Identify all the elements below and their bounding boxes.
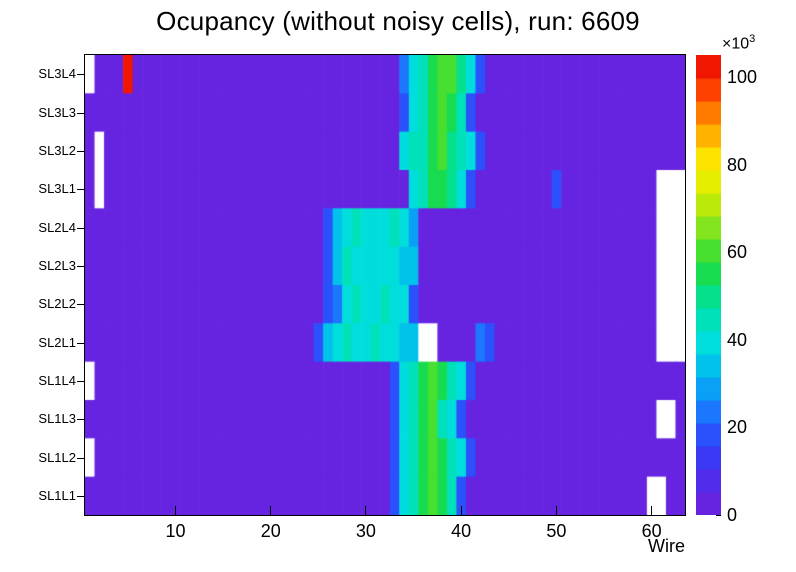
- y-axis-label: SL2L1: [38, 334, 76, 350]
- y-axis-label: SL1L4: [38, 372, 76, 388]
- y-axis-label: SL3L2: [38, 142, 76, 158]
- x-tick: [651, 506, 653, 515]
- y-tick: [77, 419, 85, 421]
- colorbar-tick: [716, 514, 721, 516]
- colorbar-tick-label: 40: [727, 329, 748, 350]
- y-tick: [77, 495, 85, 497]
- y-tick: [77, 342, 85, 344]
- colorbar-tick-label: 0: [727, 505, 738, 525]
- y-tick: [77, 74, 85, 76]
- x-tick-label: 60: [641, 521, 662, 541]
- y-axis-label: SL3L4: [38, 66, 76, 82]
- x-tick-label: 10: [165, 521, 186, 541]
- y-axis-label: SL1L2: [38, 449, 76, 465]
- x-tick: [270, 506, 272, 515]
- y-tick: [77, 380, 85, 382]
- y-axis-label: SL1L1: [38, 487, 76, 503]
- y-tick: [77, 112, 85, 114]
- y-tick: [77, 189, 85, 191]
- y-axis-label: SL3L1: [38, 181, 76, 197]
- colorbar-tick-label: 20: [727, 417, 748, 438]
- x-tick-label: 40: [451, 521, 472, 541]
- x-tick: [365, 506, 367, 515]
- colorbar-tick-label: 80: [727, 154, 748, 175]
- x-tick-label: 50: [546, 521, 567, 541]
- y-axis-label: SL1L3: [38, 411, 76, 427]
- x-tick: [555, 506, 557, 515]
- y-axis-label: SL2L4: [38, 219, 76, 235]
- colorbar-tick-label: 60: [727, 242, 748, 263]
- y-axis-label: SL3L3: [38, 104, 76, 120]
- colorbar-scale-label: ×103: [722, 33, 755, 53]
- plot-frame: [84, 54, 686, 516]
- scale-exponent: 3: [749, 33, 756, 45]
- colorbar-tick-label: 100: [727, 66, 758, 87]
- y-tick: [77, 457, 85, 459]
- y-tick: [77, 265, 85, 267]
- y-axis-label: SL2L2: [38, 296, 76, 312]
- x-axis-title: Wire: [648, 536, 685, 556]
- x-tick-label: 30: [355, 521, 376, 541]
- x-tick-label: 20: [260, 521, 281, 541]
- y-tick: [77, 304, 85, 306]
- y-axis-label: SL2L3: [38, 257, 76, 273]
- y-tick: [77, 150, 85, 152]
- chart-title: Ocupancy (without noisy cells), run: 660…: [156, 6, 640, 36]
- x-tick: [460, 506, 462, 515]
- x-tick: [174, 506, 176, 515]
- heatmap: [85, 55, 685, 515]
- colorbar: [696, 55, 721, 515]
- y-tick: [77, 227, 85, 229]
- scale-mantissa: ×10: [722, 35, 750, 53]
